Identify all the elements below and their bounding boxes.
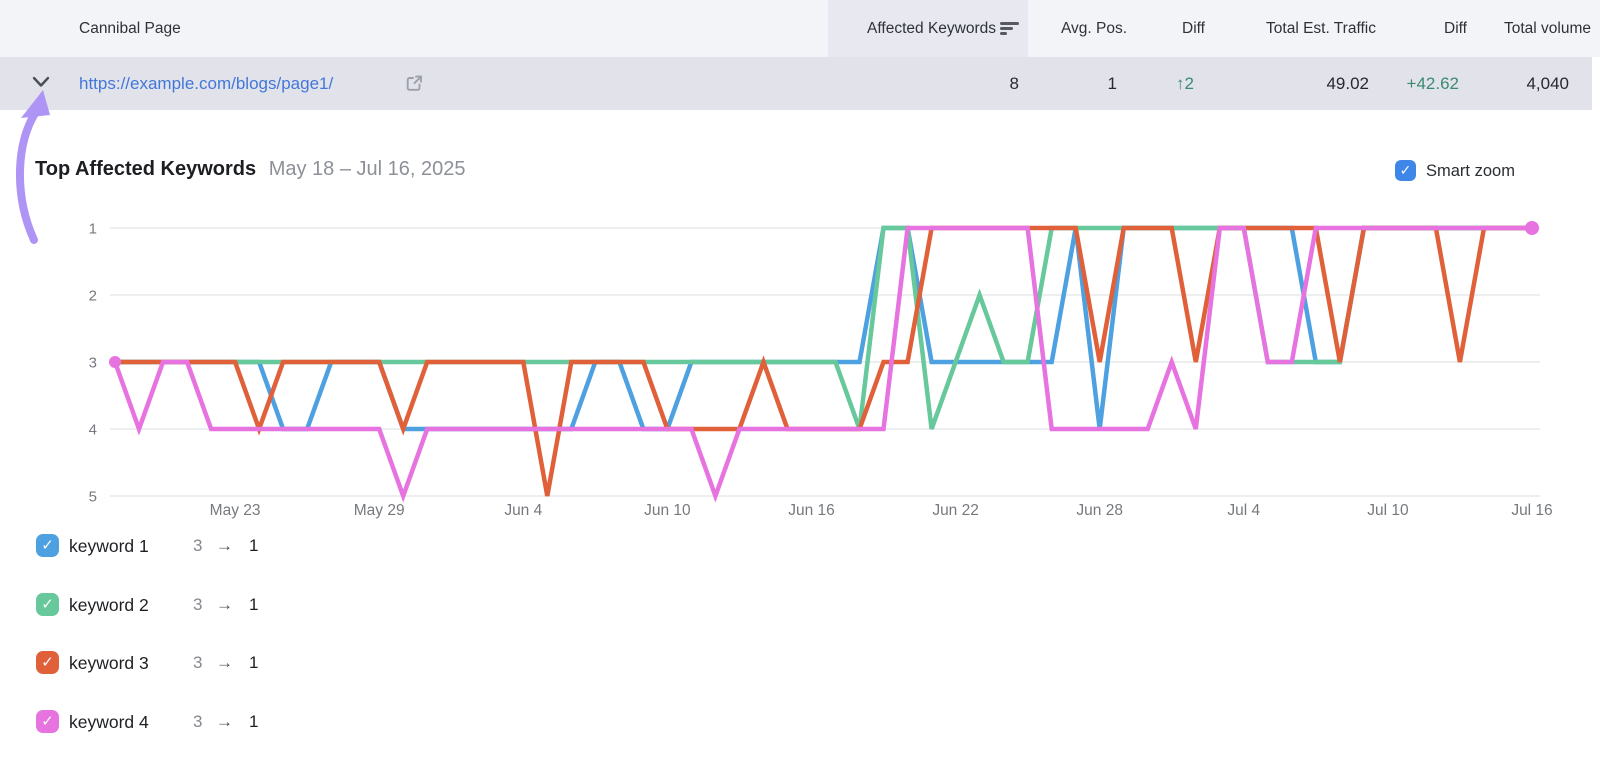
y-axis-label-1: 1 [89,221,97,238]
series-end-dot [1525,221,1539,235]
x-axis-label-jun-4: Jun 4 [504,502,542,519]
legend-end-position: 1 [249,536,259,555]
legend-label: keyword 4 [69,712,149,733]
y-axis-label-4: 4 [89,422,97,439]
x-axis-label-jun-28: Jun 28 [1076,502,1123,519]
table-header: Cannibal Page Affected Keywords Avg. Pos… [0,0,1600,57]
sort-descending-icon[interactable] [1000,22,1020,36]
column-header-avg-pos[interactable]: Avg. Pos. [1060,20,1127,37]
positions-line-chart[interactable]: 1 2 3 4 5 May 23 May 29 Jun 4 Jun 10 Jun 16 Jun 22… [0,195,1600,535]
right-arrow-icon: → [216,712,233,732]
x-axis-label-may-23: May 23 [210,502,261,519]
column-header-total-est-traffic[interactable]: Total Est. Traffic [1266,20,1376,37]
row-value-total-est-traffic: 49.02 [1326,74,1369,93]
smart-zoom-label: Smart zoom [1426,162,1515,180]
legend-checkbox-keyword-2[interactable]: ✓ [36,592,59,616]
legend-start-position: 3 [193,536,203,555]
legend-start-position: 3 [193,712,203,732]
row-value-traffic-diff: +42.62 [1406,74,1459,93]
right-arrow-icon: → [216,653,233,673]
y-axis-label-3: 3 [89,355,97,372]
y-axis-label-2: 2 [89,288,97,305]
right-arrow-icon: → [216,594,233,614]
annotation-arrow [16,90,50,244]
column-header-affected-keywords-label: Affected Keywords [867,20,996,37]
chart-date-range: May 18 – Jul 16, 2025 [268,158,466,180]
legend-label: keyword 1 [69,536,149,556]
column-header-diff[interactable]: Diff [1182,20,1205,37]
legend-start-position: 3 [193,594,203,614]
legend-start-position: 3 [193,653,203,673]
row-value-total-volume: 4,040 [1526,74,1569,93]
column-header-total-volume[interactable]: Total volume [1503,20,1591,37]
x-axis-label-jun-22: Jun 22 [932,502,979,519]
legend-end-position: 1 [249,594,259,614]
right-arrow-icon: → [216,536,233,555]
x-axis-label-jul-16: Jul 16 [1511,502,1552,519]
row-value-affected-keywords: 8 [1009,74,1019,93]
collapse-row-button[interactable] [30,72,52,94]
row-value-position-diff: ↑2 [1176,74,1194,93]
column-header-cannibal-page: Cannibal Page [79,20,181,37]
chevron-down-icon [32,76,50,87]
x-axis-label-jun-10: Jun 10 [644,502,691,519]
legend-label: keyword 2 [69,594,149,615]
x-axis-label-jun-16: Jun 16 [788,502,835,519]
legend-label: keyword 3 [69,653,149,674]
legend-end-position: 1 [249,712,259,732]
legend-checkbox-keyword-1[interactable]: ✓ [36,534,59,557]
series-start-dot [109,356,121,368]
legend-checkbox-keyword-3[interactable]: ✓ [36,651,59,675]
column-header-affected-keywords[interactable]: Affected Keywords [828,0,1028,57]
external-link-icon[interactable] [405,74,424,93]
y-axis-label-5: 5 [89,489,97,506]
x-axis-label-may-29: May 29 [354,502,405,519]
smart-zoom-checkbox[interactable]: ✓ [1395,160,1416,181]
series-line-keyword-4[interactable] [112,225,1532,503]
row-value-avg-pos: 1 [1107,74,1117,93]
x-axis-label-jul-4: Jul 4 [1227,502,1260,519]
cannibal-page-url-link[interactable]: https://example.com/blogs/page1/ [79,74,334,93]
legend-end-position: 1 [249,653,259,673]
column-header-traffic-diff[interactable]: Diff [1444,20,1467,37]
legend-checkbox-keyword-4[interactable]: ✓ [36,710,59,734]
chart-title-block: Top Affected Keywords May 18 – Jul 16, 2… [35,158,466,181]
table-row: https://example.com/blogs/page1/ 8 1 ↑2 … [0,57,1592,110]
x-axis-label-jul-10: Jul 10 [1367,502,1409,519]
chart-title: Top Affected Keywords [35,158,257,180]
